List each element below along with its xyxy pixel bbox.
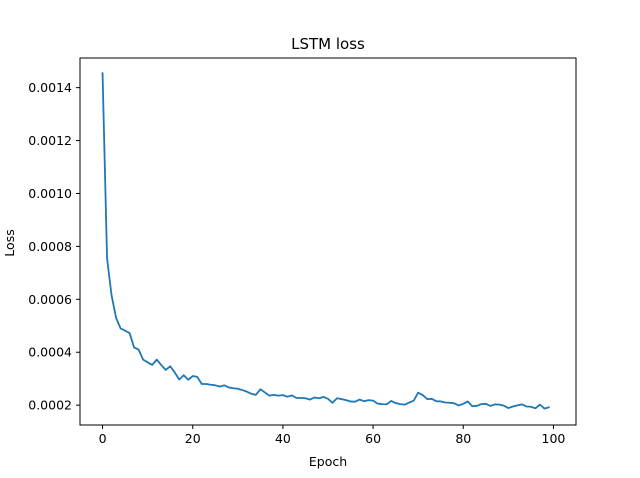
y-tick-label: 0.0008 <box>28 239 72 254</box>
x-axis-label: Epoch <box>309 454 347 469</box>
x-tick-label: 80 <box>455 431 471 446</box>
x-tick-label: 20 <box>185 431 201 446</box>
y-tick-label: 0.0012 <box>28 133 72 148</box>
y-tick-label: 0.0010 <box>28 186 72 201</box>
y-tick-label: 0.0002 <box>28 398 72 413</box>
plot-area: 0 20 40 60 80 100 0.0002 0.0004 0.0006 0.0008 0.00… <box>28 57 577 446</box>
x-tick-label: 0 <box>99 431 107 446</box>
loss-series-line <box>101 72 550 410</box>
plot-frame <box>79 57 577 426</box>
chart-title: LSTM loss <box>291 35 365 53</box>
x-tick-label: 100 <box>542 431 566 446</box>
y-tick-label: 0.0004 <box>28 345 72 360</box>
y-tick-label: 0.0014 <box>28 80 72 95</box>
x-tick-label: 60 <box>365 431 381 446</box>
y-axis-label: Loss <box>2 229 17 256</box>
y-tick-label: 0.0006 <box>28 292 72 307</box>
x-tick-label: 40 <box>275 431 291 446</box>
